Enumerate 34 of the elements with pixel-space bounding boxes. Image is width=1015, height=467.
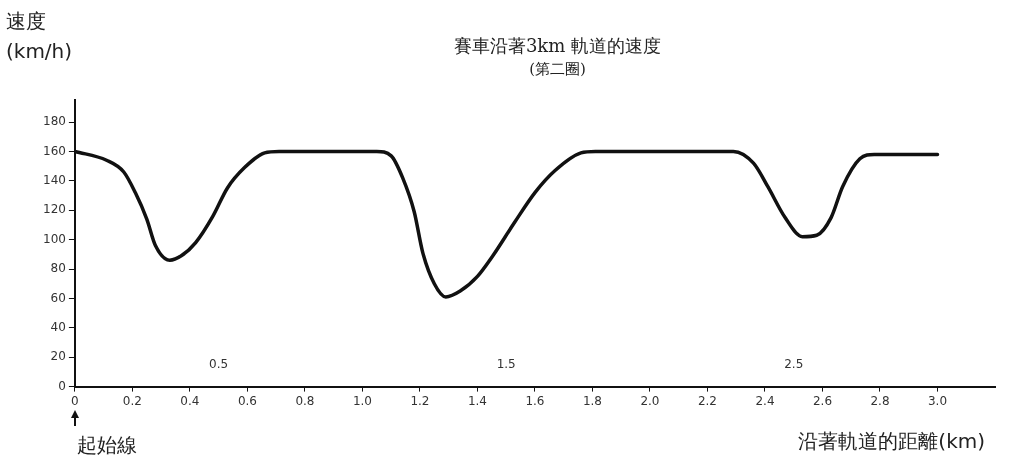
x-tick-label: 0: [71, 393, 79, 408]
chart-subtitle: (第二圈): [529, 60, 586, 78]
y-tick-label: 40: [50, 319, 66, 334]
annotation: 1.5: [496, 356, 516, 371]
text: 起始線: [76, 432, 137, 459]
annotation: 0.5: [209, 356, 229, 371]
y-tick-label: 80: [50, 261, 66, 276]
x-tick-label: 0.8: [295, 393, 315, 408]
x-tick-label: 0.4: [180, 393, 200, 408]
y-tick-label: 60: [50, 290, 66, 305]
y-tick-label: 120: [43, 202, 66, 217]
y-tick-label: 160: [43, 143, 66, 158]
x-tick-label: 2.2: [697, 393, 718, 408]
x-tick-label: 1.0: [352, 393, 372, 408]
annotation: 2.5: [784, 356, 804, 371]
x-tick-label: 1.4: [467, 393, 487, 408]
x-tick-label: 2.4: [755, 393, 775, 408]
y-axis-title: 速度 (km/h): [6, 8, 74, 65]
y-tick-label: 180: [43, 114, 66, 129]
x-tick-label: 2.0: [640, 393, 660, 408]
x-tick-label: 1.6: [525, 393, 545, 408]
chart-title: 賽車沿著3km 軌道的速度: [453, 35, 662, 56]
x-tick-label: 2.8: [870, 393, 890, 408]
x-tick-label: 0.6: [237, 393, 257, 408]
x-tick-label: 1.2: [410, 393, 430, 408]
y-tick-label: 140: [43, 172, 66, 187]
x-tick-label: 2.6: [812, 393, 833, 408]
x-tick-label: 1.8: [582, 393, 603, 408]
y-tick-label: 0: [58, 378, 66, 393]
y-tick-label: 100: [43, 231, 66, 246]
x-tick-label: 3.0: [927, 393, 948, 408]
x-tick-label: 0.2: [122, 393, 142, 408]
x-axis-title: 沿著軌道的距離(km): [798, 428, 985, 455]
y-tick-label: 20: [50, 349, 66, 364]
